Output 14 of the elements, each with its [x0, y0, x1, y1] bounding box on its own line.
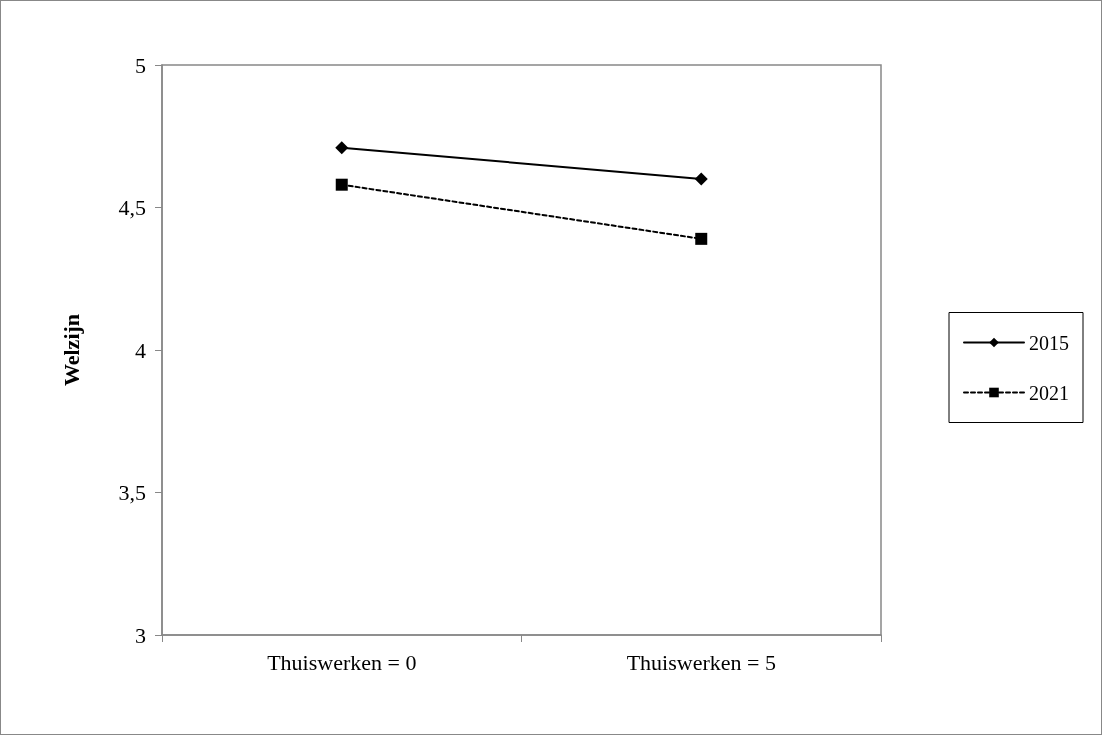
y-tick-label: 5	[135, 52, 146, 78]
y-axis-title: Welzijn	[58, 313, 84, 387]
y-tick-label: 4	[135, 337, 146, 363]
x-tick-label: Thuiswerken = 5	[626, 649, 776, 675]
point	[335, 178, 348, 191]
legend-label: 2021	[1029, 381, 1069, 404]
y-tick-label: 3	[135, 622, 146, 648]
point	[694, 172, 708, 186]
point	[695, 232, 708, 245]
x-tick-label: Thuiswerken = 0	[267, 649, 417, 675]
y-tick-label: 3,5	[118, 480, 146, 505]
y-tick-label: 4,5	[118, 195, 146, 220]
point	[335, 141, 349, 155]
legend-label: 2015	[1029, 331, 1069, 354]
